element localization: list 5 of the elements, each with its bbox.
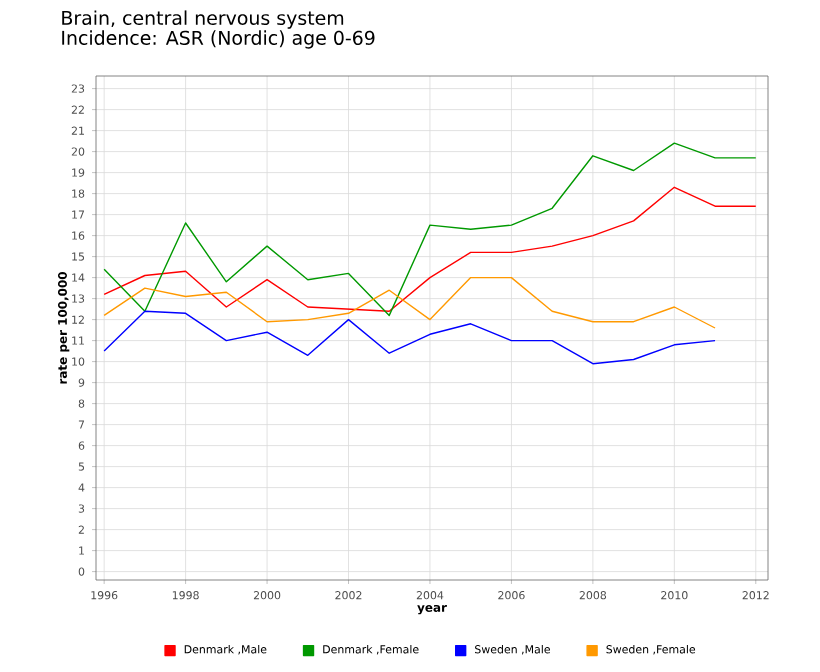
line-series — [103, 142, 757, 317]
line-series — [103, 276, 716, 329]
chart-title: Brain, central nervous system — [62, 10, 344, 29]
line-series — [103, 310, 716, 365]
chart-subtitle: Incidence: ASR (Nordic) age 0-69 — [62, 30, 375, 49]
